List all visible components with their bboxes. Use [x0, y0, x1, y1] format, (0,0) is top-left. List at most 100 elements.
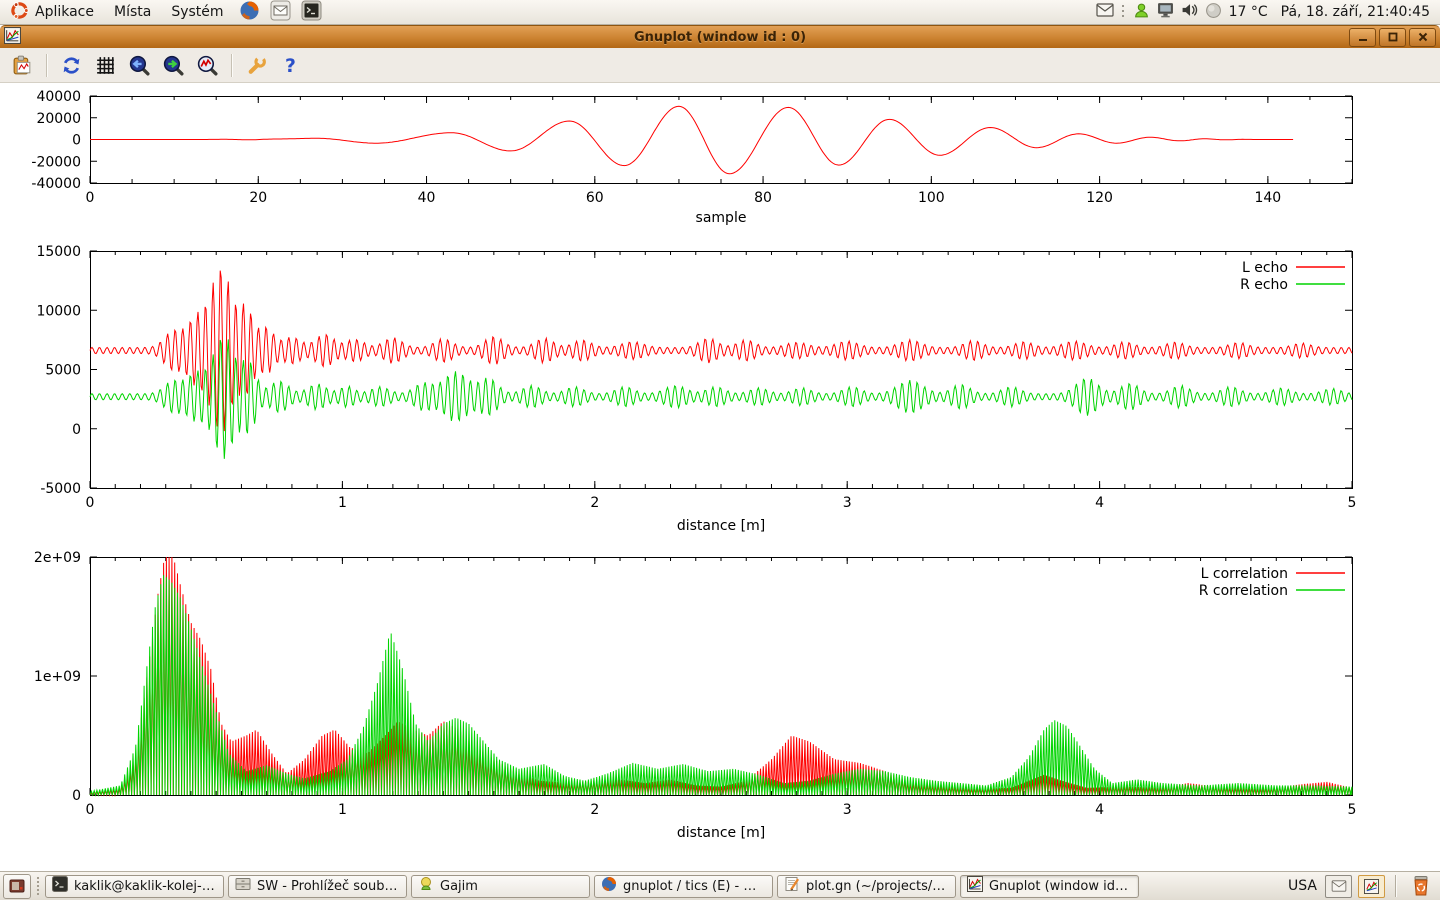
tray-separator — [1395, 875, 1397, 897]
legend-label: L correlation — [1201, 566, 1288, 582]
task-label: gnuplot / tics (E) - M... — [623, 878, 766, 894]
y-tick-label: 5000 — [45, 363, 81, 379]
volume-icon[interactable] — [1181, 2, 1198, 22]
gnuplot-icon — [967, 876, 983, 896]
legend-label: R correlation — [1199, 583, 1288, 599]
y-tick-label: 0 — [72, 133, 81, 149]
applications-menu-label: Aplikace — [35, 4, 94, 20]
series-r-echo — [89, 339, 1353, 459]
x-tick-label: 5 — [1348, 802, 1357, 818]
x-tick-label: 4 — [1095, 802, 1104, 818]
x-tick-label: 4 — [1095, 495, 1104, 511]
mail-launcher[interactable] — [265, 0, 296, 24]
task-terminal[interactable]: kaklik@kaklik-kolej-u... — [45, 874, 224, 898]
taskbar-handle — [35, 877, 41, 895]
task-label: SW - Prohlížeč souborů — [257, 878, 400, 894]
legend-label: R echo — [1240, 277, 1288, 293]
terminal-icon — [301, 0, 322, 25]
task-label: kaklik@kaklik-kolej-u... — [74, 878, 217, 894]
y-tick-label: 0 — [72, 422, 81, 438]
y-tick-label: -5000 — [40, 481, 81, 497]
task-gajim[interactable]: Gajim — [411, 874, 590, 898]
y-tick-label: 1e+09 — [34, 669, 81, 685]
task-label: Gnuplot (window id : 0) — [989, 878, 1132, 894]
task-file-manager[interactable]: SW - Prohlížeč souborů — [228, 874, 407, 898]
y-tick-label: 20000 — [36, 111, 81, 127]
tray-mail-slot[interactable] — [1325, 874, 1352, 898]
show-desktop-button[interactable] — [3, 873, 31, 899]
x-axis-label: distance [m] — [677, 825, 765, 841]
y-tick-label: 40000 — [36, 89, 81, 105]
svg-text:?: ? — [285, 55, 296, 76]
temperature-label[interactable]: 17 °C — [1228, 4, 1268, 20]
user-switcher-icon[interactable] — [1133, 2, 1150, 23]
system-menu-label: Systém — [171, 4, 224, 20]
minimize-button[interactable] — [1349, 27, 1376, 47]
toggle-grid-button[interactable] — [90, 51, 121, 80]
firefox-icon — [601, 876, 617, 896]
system-menu[interactable]: Systém — [161, 0, 233, 24]
series-l-correlation — [89, 556, 1353, 797]
x-tick-label: 3 — [843, 802, 852, 818]
y-tick-label: -20000 — [31, 154, 81, 170]
weather-icon[interactable] — [1205, 2, 1222, 23]
x-tick-label: 0 — [86, 802, 95, 818]
ubuntu-logo-icon — [10, 1, 29, 24]
task-text-editor[interactable]: plot.gn (~/projects/p... — [777, 874, 956, 898]
x-tick-label: 100 — [918, 190, 945, 206]
y-tick-label: 15000 — [36, 244, 81, 260]
panel-tray: 17 °C Pá, 18. září, 21:40:45 — [1095, 0, 1440, 24]
settings-wrench-button[interactable] — [241, 51, 272, 80]
chart-0: 0 20 40 60 80 100 120 140 -40000 -20000 0 20000 4000… — [31, 89, 1353, 226]
x-tick-label: 40 — [418, 190, 436, 206]
y-tick-label: 0 — [72, 788, 81, 804]
next-zoom-button[interactable] — [158, 51, 189, 80]
x-tick-label: 2 — [590, 495, 599, 511]
close-button[interactable] — [1409, 27, 1436, 47]
task-label: Gajim — [440, 878, 478, 894]
tray-separator — [1120, 5, 1126, 19]
help-button[interactable]: ? — [275, 51, 306, 80]
chart-2: 0 1 2 3 4 5 0 1e+09 2e+09 distance [m] L correlati… — [34, 550, 1357, 841]
x-tick-label: 20 — [249, 190, 267, 206]
firefox-launcher[interactable] — [234, 0, 265, 24]
clock-label[interactable]: Pá, 18. září, 21:40:45 — [1280, 4, 1430, 20]
copy-to-clipboard-button[interactable] — [7, 51, 38, 80]
tray-mail-icon[interactable] — [1095, 3, 1114, 21]
window-title: Gnuplot (window id : 0) — [633, 29, 807, 45]
x-tick-label: 2 — [590, 802, 599, 818]
tray-gnuplot-slot[interactable] — [1358, 874, 1385, 898]
series-r-correlation — [89, 575, 1353, 797]
series-l-echo — [89, 270, 1353, 432]
plot-canvas[interactable]: 0 20 40 60 80 100 120 140 -40000 -20000 0 20000 4000… — [0, 83, 1440, 871]
unzoom-autoscale-button[interactable] — [192, 51, 223, 80]
places-menu[interactable]: Místa — [104, 0, 161, 24]
applications-menu[interactable]: Aplikace — [0, 0, 104, 24]
gnome-top-panel: Aplikace Místa Systém — [0, 0, 1440, 25]
keyboard-layout-indicator[interactable]: USA — [1288, 878, 1317, 894]
display-settings-icon[interactable] — [1157, 2, 1174, 22]
task-firefox-gnuplot-docs[interactable]: gnuplot / tics (E) - M... — [594, 874, 773, 898]
trash-applet[interactable] — [1407, 875, 1435, 897]
toolbar-separator — [46, 53, 48, 77]
gnuplot-plots-svg: 0 20 40 60 80 100 120 140-40000-200000200004000… — [31, 89, 1357, 841]
text-editor-icon — [784, 876, 800, 896]
gnuplot-toolbar: ? — [0, 48, 1440, 83]
legend-label: L echo — [1242, 260, 1288, 276]
maximize-button[interactable] — [1379, 27, 1406, 47]
previous-zoom-button[interactable] — [124, 51, 155, 80]
chart-1: 0 1 2 3 4 5 -5000 0 5000 10000 15000 distance [m] L … — [36, 244, 1356, 534]
x-tick-label: 0 — [86, 190, 95, 206]
x-tick-label: 60 — [586, 190, 604, 206]
terminal-launcher[interactable] — [296, 0, 327, 24]
y-tick-label: -40000 — [31, 176, 81, 192]
replot-button[interactable] — [56, 51, 87, 80]
window-titlebar[interactable]: Gnuplot (window id : 0) — [0, 25, 1440, 48]
x-tick-label: 5 — [1348, 495, 1357, 511]
series-chirp-signal — [90, 105, 1294, 175]
firefox-icon — [239, 0, 260, 25]
task-gnuplot-window[interactable]: Gnuplot (window id : 0) — [960, 874, 1139, 898]
bottom-taskbar: kaklik@kaklik-kolej-u... SW - Prohlížeč … — [0, 871, 1440, 900]
